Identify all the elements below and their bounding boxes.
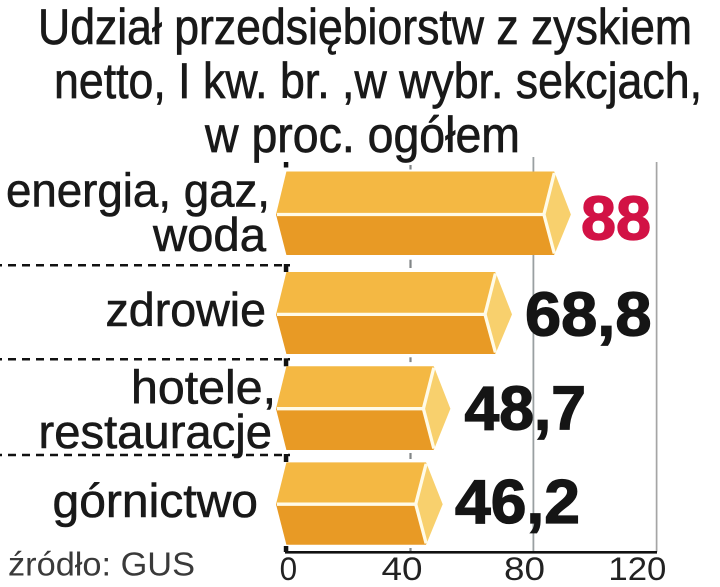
svg-text:88: 88 <box>581 185 651 254</box>
svg-text:80: 80 <box>504 551 545 587</box>
svg-text:68,8: 68,8 <box>525 281 652 350</box>
svg-text:0: 0 <box>280 551 298 587</box>
svg-text:energia, gaz,: energia, gaz, <box>6 164 270 217</box>
svg-text:netto, I kw. br. ,w wybr. sekc: netto, I kw. br. ,w wybr. sekcjach, <box>54 53 702 109</box>
svg-text:źródło: GUS: źródło: GUS <box>8 545 195 582</box>
svg-text:48,7: 48,7 <box>465 374 587 443</box>
svg-text:zdrowie: zdrowie <box>106 283 267 336</box>
svg-text:46,2: 46,2 <box>455 468 580 537</box>
svg-text:woda: woda <box>152 208 267 261</box>
svg-text:120: 120 <box>608 551 666 587</box>
svg-text:40: 40 <box>382 551 423 587</box>
svg-text:hotele,: hotele, <box>131 361 276 414</box>
svg-text:w proc. ogółem: w proc. ogółem <box>204 107 520 163</box>
svg-text:Udział przedsiębiorstw z zyski: Udział przedsiębiorstw z zyskiem <box>38 0 692 55</box>
svg-text:górnictwo: górnictwo <box>53 474 259 527</box>
svg-text:restauracje: restauracje <box>39 405 273 458</box>
